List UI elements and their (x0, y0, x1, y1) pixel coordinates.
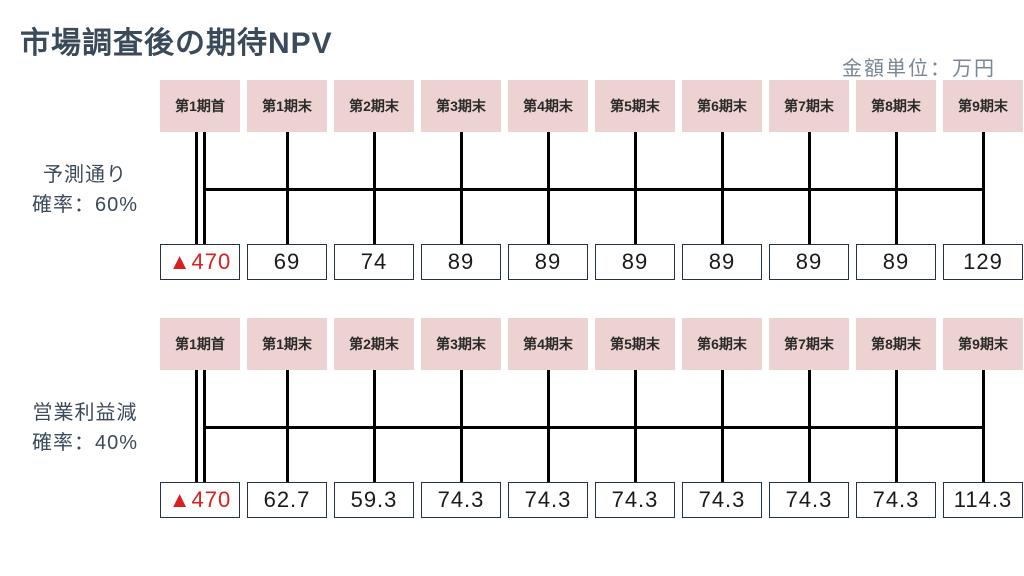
value-box: 89 (682, 244, 762, 280)
tick-line (195, 132, 198, 244)
axis-line (205, 188, 984, 191)
period-header: 第3期末 (421, 80, 501, 132)
scenario-label: 営業利益減確率：40% (20, 398, 150, 458)
period-header: 第1期首 (160, 318, 240, 370)
scenario-label-line: 予測通り (20, 160, 150, 190)
scenario-label-line: 確率：40% (20, 428, 150, 458)
period-header: 第2期末 (334, 318, 414, 370)
scenario-label-line: 営業利益減 (20, 398, 150, 428)
period-header: 第5期末 (595, 80, 675, 132)
period-header: 第4期末 (508, 318, 588, 370)
period-header: 第2期末 (334, 80, 414, 132)
period-header: 第6期末 (682, 318, 762, 370)
value-box: 69 (247, 244, 327, 280)
period-header: 第5期末 (595, 318, 675, 370)
value-box: ▲470 (160, 482, 240, 518)
value-box: 74.3 (421, 482, 501, 518)
timeline: 第1期首 ▲470 第1期末 62.7 第2期末 59.3 第3期末 74.3 第4期末 74.3… (160, 318, 1024, 538)
tick-line (195, 370, 198, 482)
unit-label: 金額単位：万円 (842, 52, 996, 81)
value-box: 74.3 (595, 482, 675, 518)
scenario-block: 営業利益減確率：40%第1期首▲470第1期末62.7第2期末59.3第3期末7… (20, 318, 1004, 538)
period-header: 第7期末 (769, 80, 849, 132)
value-box: 129 (943, 244, 1023, 280)
value-box: 74.3 (769, 482, 849, 518)
period-header: 第3期末 (421, 318, 501, 370)
period-header: 第9期末 (943, 80, 1023, 132)
period-header: 第7期末 (769, 318, 849, 370)
value-box: 62.7 (247, 482, 327, 518)
scenario-block: 予測通り確率：60%第1期首▲470第1期末69第2期末74第3期末89第4期末… (20, 80, 1004, 300)
timeline: 第1期首 ▲470 第1期末 69 第2期末 74 第3期末 89 第4期末 89 第5期末 89 第6… (160, 80, 1024, 300)
period-header: 第8期末 (856, 80, 936, 132)
value-box: ▲470 (160, 244, 240, 280)
period-header: 第4期末 (508, 80, 588, 132)
period-header: 第6期末 (682, 80, 762, 132)
value-box: 74.3 (856, 482, 936, 518)
period-header: 第1期首 (160, 80, 240, 132)
period-header: 第1期末 (247, 80, 327, 132)
value-box: 89 (856, 244, 936, 280)
value-box: 74.3 (508, 482, 588, 518)
scenario-label-line: 確率：60% (20, 190, 150, 220)
value-box: 89 (508, 244, 588, 280)
value-box: 74 (334, 244, 414, 280)
period-header: 第1期末 (247, 318, 327, 370)
value-box: 59.3 (334, 482, 414, 518)
period-header: 第8期末 (856, 318, 936, 370)
axis-line (205, 426, 984, 429)
value-box: 89 (595, 244, 675, 280)
period-header: 第9期末 (943, 318, 1023, 370)
value-box: 114.3 (943, 482, 1023, 518)
value-box: 74.3 (682, 482, 762, 518)
value-box: 89 (421, 244, 501, 280)
scenario-label: 予測通り確率：60% (20, 160, 150, 220)
value-box: 89 (769, 244, 849, 280)
